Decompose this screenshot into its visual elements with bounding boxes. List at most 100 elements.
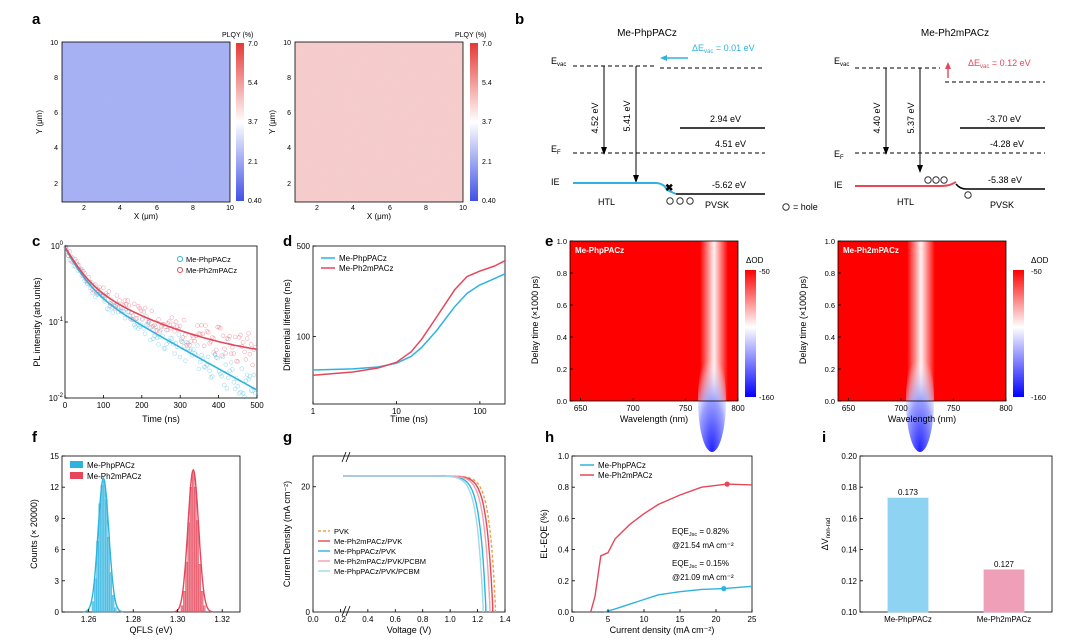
data-point — [109, 297, 114, 302]
data-point — [123, 302, 129, 307]
data-point — [144, 322, 149, 327]
legend-label: Me-Ph2mPACz/PVK — [334, 537, 402, 546]
data-point — [173, 319, 179, 324]
data-point — [187, 343, 192, 348]
data-point — [132, 301, 137, 306]
data-point — [251, 372, 257, 377]
data-point — [171, 322, 176, 327]
ie-arrowhead — [917, 165, 923, 173]
data-point — [242, 394, 247, 400]
data-point — [220, 354, 226, 359]
y-tick-label: 0.16 — [841, 514, 857, 523]
data-point — [232, 334, 238, 340]
x-tick-label: 0.8 — [417, 615, 429, 624]
ta-ground-state-bleach — [698, 348, 726, 452]
data-point — [89, 280, 94, 285]
map-1-y-ticks: 2 4 6 8 10 — [50, 40, 58, 188]
ef-label: EF — [551, 144, 561, 156]
cbar-tick: 5.4 — [248, 80, 258, 87]
data-point — [236, 391, 242, 396]
axis-ticks: 1.26 1.28 1.30 1.32 0 3 6 9 12 15 — [50, 452, 230, 624]
x-tick-label: 1.28 — [125, 615, 141, 624]
data-point — [150, 336, 156, 341]
delta-evac-label: ΔEvac = 0.01 eV — [692, 43, 755, 55]
energy-diagram-left: Me-PhpPACz Evac ΔEvac = 0.01 eV 4.52 eV … — [551, 28, 818, 212]
y-tick: 8 — [287, 75, 291, 82]
data-point — [220, 333, 226, 338]
cbar-tick: 0.40 — [248, 198, 262, 205]
x-axis-label: Time (ns) — [390, 414, 428, 424]
pl-decay-fits — [64, 246, 258, 391]
map-2-colorbar — [470, 43, 478, 201]
data-point — [207, 368, 212, 373]
data-point — [140, 317, 145, 322]
y-tick-label: 6 — [55, 546, 60, 555]
data-point — [110, 310, 116, 315]
x-tick-label: 1.32 — [214, 615, 230, 624]
panel-c: c 0 100 200 300 400 500 100 10-1 10-2 Time (ns)… — [32, 233, 264, 424]
legend-label: Me-PhpPACz/PVK/PCBM — [334, 567, 420, 576]
data-point — [249, 342, 254, 347]
data-point — [138, 322, 144, 327]
x-tick-label: 500 — [250, 401, 264, 410]
data-point — [253, 390, 258, 396]
panel-letter-i: i — [822, 429, 826, 446]
map-1-x-ticks: 2 4 6 8 10 — [82, 205, 234, 212]
data-point — [215, 324, 220, 330]
legend-marker — [177, 267, 183, 273]
y-tick: 2 — [54, 181, 58, 188]
x-axis-label: Time (ns) — [142, 414, 180, 424]
y-axis-label: Counts (× 20000) — [29, 499, 39, 569]
data-point — [245, 372, 250, 377]
hole-icon — [964, 191, 972, 199]
legend-label: Me-PhpPACz — [598, 461, 646, 470]
bar — [887, 497, 929, 613]
fit-line — [64, 246, 258, 351]
data-point — [232, 386, 238, 392]
panel-g: g 0.0 0.2 0.4 0.6 0.8 1.0 1.2 1.4 0 20 Voltage (V… — [282, 429, 511, 635]
el-eqe-curves — [590, 481, 753, 613]
histogram-bar — [91, 601, 95, 613]
plot-frame — [571, 455, 753, 613]
evac-label: Evac — [551, 56, 566, 68]
plqy-map-1: X (μm) Y (μm) 2 4 6 8 10 2 4 6 8 10 PLQY… — [35, 32, 262, 221]
annotation-line-2: @21.09 mA cm⁻² — [672, 573, 734, 582]
legend-label: Me-Ph2mPACz — [598, 471, 653, 480]
data-point — [180, 339, 185, 345]
htl-homo-level — [855, 181, 957, 187]
hole-icon — [924, 176, 932, 184]
panel-letter-g: g — [283, 429, 292, 446]
pvsk-label: PVSK — [705, 200, 729, 210]
x-ticks: 0 100 200 300 400 500 — [63, 395, 264, 410]
data-point — [235, 384, 241, 389]
x-tick-label: 0.2 — [335, 615, 347, 624]
x-tick-label: 300 — [174, 401, 188, 410]
el-eqe-line — [604, 585, 753, 613]
data-point — [165, 327, 171, 332]
data-point — [185, 341, 191, 346]
colorbar-bottom-value: -160 — [759, 393, 774, 402]
data-point — [183, 358, 188, 363]
x-ticks: 1 10 100 — [311, 401, 487, 416]
x-tick-label: 0 — [63, 401, 68, 410]
y-tick-label: 3 — [55, 577, 60, 586]
panel-letter-b: b — [515, 11, 524, 28]
legend-label: Me-Ph2mPACz — [186, 266, 237, 275]
legend-swatch — [70, 461, 83, 468]
x-tick: 4 — [118, 205, 122, 212]
annotation-red: EQEJsc = 0.82% @21.54 mA cm⁻² — [672, 527, 734, 550]
x-tick: 2 — [315, 205, 319, 212]
y-tick-label: 0.0 — [825, 397, 835, 406]
data-point — [97, 284, 102, 290]
data-point — [227, 334, 232, 339]
legend-label: Me-PhpPACz/PVK — [334, 547, 396, 556]
y-tick-label: 0.20 — [841, 452, 857, 461]
data-point — [176, 332, 181, 337]
x-tick-label: 0.6 — [390, 615, 402, 624]
hole-icon — [686, 197, 694, 205]
panel-e: e Me-PhpPACz 650 700 750 800 0.0 0.2 0.4 0.6 0.8… — [530, 233, 1049, 452]
wf-arrowhead — [883, 147, 889, 155]
data-point — [125, 298, 130, 303]
